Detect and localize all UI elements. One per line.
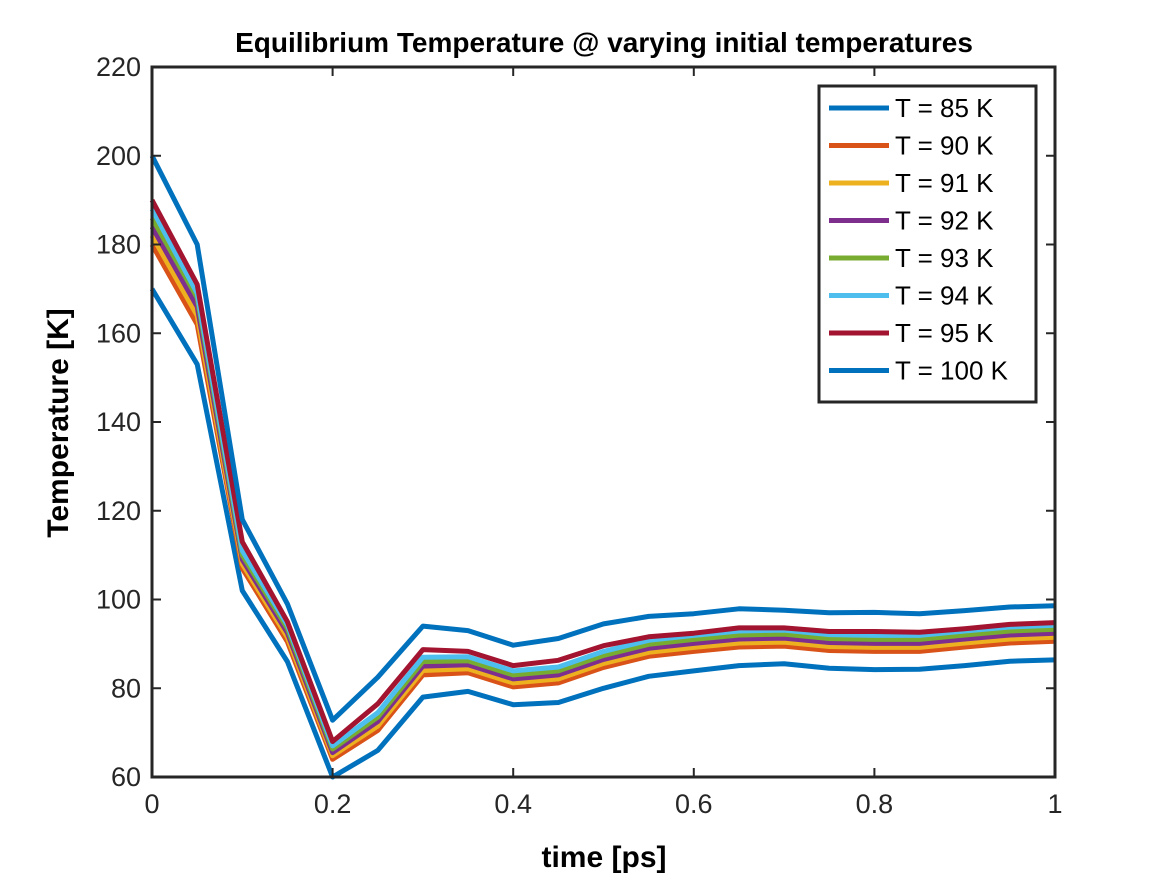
legend-box (817, 84, 1038, 404)
y-tick-label: 120 (96, 496, 141, 526)
x-tick-label: 0.2 (314, 789, 352, 819)
y-tick-label: 80 (111, 673, 141, 703)
legend-label: T = 95 K (895, 318, 994, 348)
series-line-7 (149, 154, 1056, 723)
legend-label: T = 85 K (895, 93, 994, 123)
series-line-0 (149, 287, 1056, 780)
legend-label: T = 93 K (895, 243, 994, 273)
y-tick-label: 60 (111, 762, 141, 792)
legend-label: T = 90 K (895, 131, 994, 161)
y-tick-label: 200 (96, 141, 141, 171)
legend-label: T = 91 K (895, 168, 994, 198)
chart-title: Equilibrium Temperature @ varying initia… (235, 27, 973, 58)
legend-label: T = 100 K (895, 356, 1009, 386)
legend-label: T = 94 K (895, 281, 994, 311)
series-layer (149, 154, 1056, 780)
y-tick-label: 220 (96, 52, 141, 82)
legend-label: T = 92 K (895, 206, 994, 236)
series-line-6 (149, 198, 1056, 744)
x-tick-label: 1 (1047, 789, 1062, 819)
x-tick-label: 0.8 (856, 789, 894, 819)
y-axis-label: Temperature [K] (42, 308, 75, 537)
x-axis-label: time [ps] (541, 841, 666, 874)
y-tick-label: 140 (96, 407, 141, 437)
x-tick-label: 0.6 (675, 789, 713, 819)
x-tick-label: 0.4 (494, 789, 532, 819)
y-tick-label: 180 (96, 230, 141, 260)
legend: T = 85 K T = 90 K T = 91 K T = 92 K T = 93 K… (817, 84, 1038, 404)
x-tick-label: 0 (144, 789, 159, 819)
y-tick-label: 160 (96, 318, 141, 348)
y-tick-label: 100 (96, 585, 141, 615)
